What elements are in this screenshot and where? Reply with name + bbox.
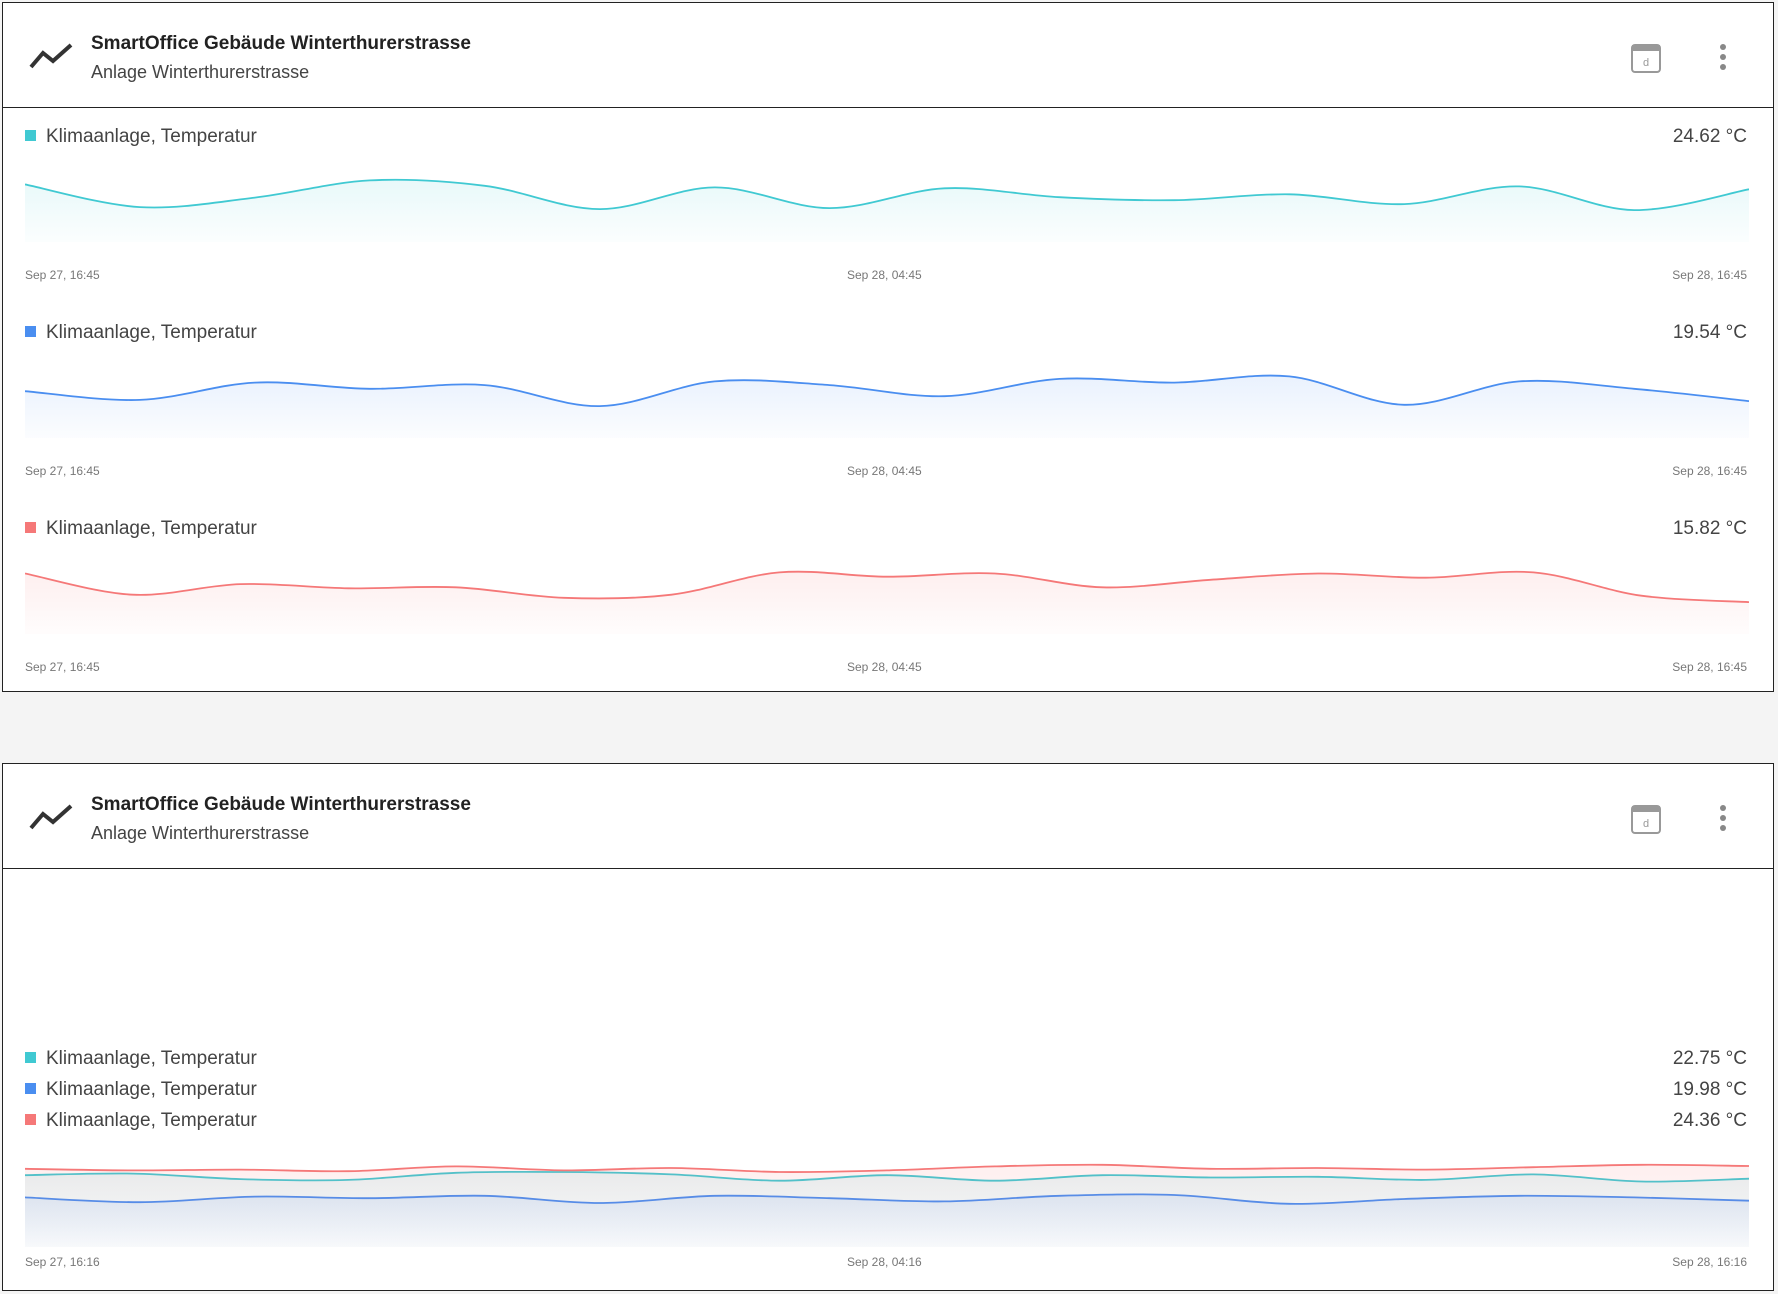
series-line <box>25 374 1749 408</box>
menu-dot <box>1720 805 1726 811</box>
legend-label: Klimaanlage, Temperatur <box>46 518 257 539</box>
legend-item: Klimaanlage, Temperatur <box>25 126 257 148</box>
legend-swatch <box>25 1114 36 1125</box>
x-axis-label: Sep 28, 16:45 <box>1672 660 1747 674</box>
x-axis-label: Sep 28, 04:45 <box>847 268 922 282</box>
menu-dot <box>1720 44 1726 50</box>
legend-item: Klimaanlage, Temperatur <box>25 322 257 344</box>
legend-item: Klimaanlage, Temperatur <box>25 1079 257 1101</box>
current-value: 15.82 °C <box>1672 518 1747 539</box>
icon-line <box>29 804 73 830</box>
widget-card: SmartOffice Gebäude Winterthurerstrasse A… <box>2 763 1774 1291</box>
sparkline-chart <box>25 374 1749 438</box>
icon-line <box>29 43 73 69</box>
legend-item: Klimaanlage, Temperatur <box>25 518 257 540</box>
sparkline-chart <box>25 1163 1749 1247</box>
menu-dot <box>1720 825 1726 831</box>
widget-header: SmartOffice Gebäude Winterthurerstrasse A… <box>3 764 1773 869</box>
x-axis-label: Sep 27, 16:45 <box>25 268 100 282</box>
legend-item: Klimaanlage, Temperatur <box>25 1110 257 1132</box>
legend-swatch <box>25 130 36 141</box>
legend-label: Klimaanlage, Temperatur <box>46 1110 257 1131</box>
series-area <box>25 179 1749 242</box>
series-area <box>25 1164 1749 1247</box>
series-area <box>25 375 1749 438</box>
legend-label: Klimaanlage, Temperatur <box>46 1079 257 1100</box>
series-line <box>25 1163 1749 1173</box>
menu-button[interactable] <box>1716 803 1730 835</box>
widget-title: SmartOffice Gebäude Winterthurerstrasse <box>91 33 471 54</box>
menu-dot <box>1720 815 1726 821</box>
widget-subtitle: Anlage Winterthurerstrasse <box>91 823 310 843</box>
legend-label: Klimaanlage, Temperatur <box>46 322 257 343</box>
legend-label: Klimaanlage, Temperatur <box>46 1048 257 1069</box>
widget-card: SmartOffice Gebäude Winterthurerstrasse A… <box>2 2 1774 692</box>
x-axis-label: Sep 28, 04:45 <box>847 660 922 674</box>
legend-swatch <box>25 1052 36 1063</box>
calendar-top <box>1632 45 1660 51</box>
legend-label: Klimaanlage, Temperatur <box>46 126 257 147</box>
series-area <box>25 571 1749 634</box>
date-button[interactable]: d <box>1629 800 1663 836</box>
sparkline-chart <box>25 570 1749 634</box>
series-line <box>25 570 1749 603</box>
x-axis-label: Sep 27, 16:45 <box>25 464 100 478</box>
menu-button[interactable] <box>1716 42 1730 74</box>
chart-icon <box>29 804 73 830</box>
chart-icon <box>29 43 73 69</box>
series-line <box>25 178 1749 212</box>
x-axis-label: Sep 28, 16:16 <box>1672 1255 1747 1269</box>
legend-swatch <box>25 1083 36 1094</box>
date-button-label: d <box>1643 818 1649 830</box>
legend-swatch <box>25 326 36 337</box>
menu-dot <box>1720 54 1726 60</box>
widget-header: SmartOffice Gebäude Winterthurerstrasse A… <box>3 3 1773 108</box>
x-axis-label: Sep 27, 16:16 <box>25 1255 100 1269</box>
date-button[interactable]: d <box>1629 39 1663 75</box>
x-axis-label: Sep 28, 04:45 <box>847 464 922 478</box>
x-axis-label: Sep 28, 16:45 <box>1672 268 1747 282</box>
widget-title: SmartOffice Gebäude Winterthurerstrasse <box>91 794 471 815</box>
current-value: 19.54 °C <box>1672 322 1747 343</box>
current-value: 19.98 °C <box>1672 1079 1747 1100</box>
sparkline-chart <box>25 178 1749 242</box>
date-button-label: d <box>1643 57 1649 69</box>
current-value: 24.36 °C <box>1672 1110 1747 1131</box>
widget-subtitle: Anlage Winterthurerstrasse <box>91 62 310 82</box>
legend-swatch <box>25 522 36 533</box>
calendar-top <box>1632 806 1660 812</box>
menu-dot <box>1720 64 1726 70</box>
legend-item: Klimaanlage, Temperatur <box>25 1048 257 1070</box>
current-value: 22.75 °C <box>1672 1048 1747 1069</box>
x-axis-label: Sep 28, 04:16 <box>847 1255 922 1269</box>
x-axis-label: Sep 28, 16:45 <box>1672 464 1747 478</box>
current-value: 24.62 °C <box>1672 126 1747 147</box>
x-axis-label: Sep 27, 16:45 <box>25 660 100 674</box>
